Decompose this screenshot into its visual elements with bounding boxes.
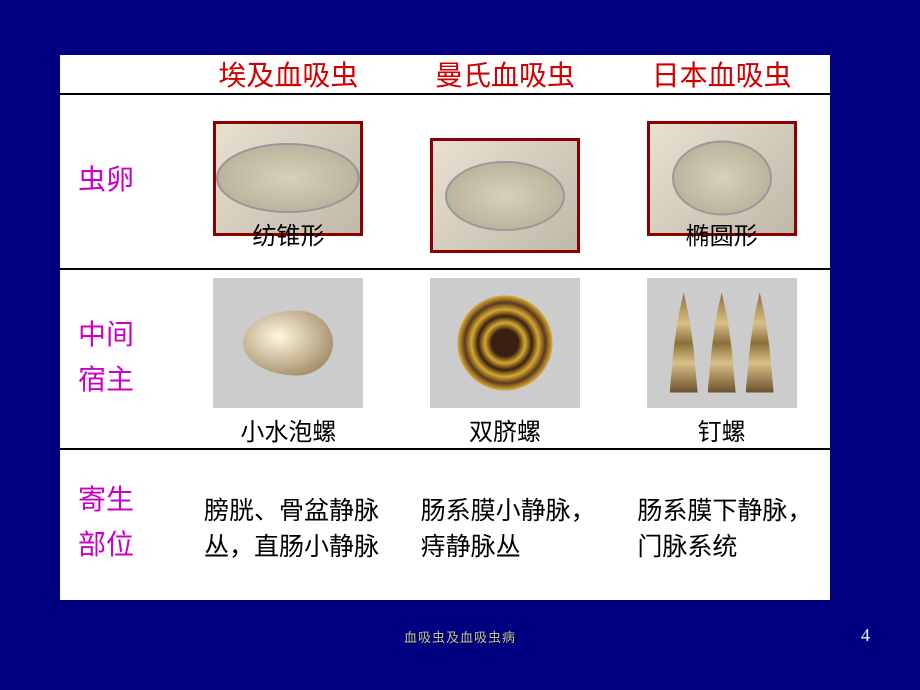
host-cell-3: 钉螺 <box>613 270 830 448</box>
col-header-1: 埃及血吸虫 <box>180 54 397 94</box>
site-text-2: 肠系膜小静脉，痔静脉丛 <box>417 482 614 567</box>
host-caption-3: 钉螺 <box>698 412 746 447</box>
host-image-oncomelania <box>647 278 797 408</box>
site-text-3: 肠系膜下静脉，门脉系统 <box>633 482 830 567</box>
sites-label: 寄生 部位 <box>60 450 180 598</box>
snail-icon <box>243 310 333 375</box>
egg-shape-icon <box>216 143 360 213</box>
snail-icon <box>746 293 774 393</box>
sites-label-line1: 寄生 <box>78 479 180 524</box>
col-header-3: 日本血吸虫 <box>613 54 830 94</box>
eggs-row: 虫卵 纺锥形 椭圆形 <box>60 95 830 270</box>
snail-icon <box>458 295 553 390</box>
host-caption-2: 双脐螺 <box>469 412 541 447</box>
egg-shape-icon <box>445 161 565 231</box>
host-cell-2: 双脐螺 <box>397 270 614 448</box>
col-header-2: 曼氏血吸虫 <box>397 54 614 94</box>
site-cell-3: 肠系膜下静脉，门脉系统 <box>613 450 830 598</box>
egg-shape-icon <box>672 141 772 216</box>
page-number: 4 <box>861 625 870 646</box>
snail-icon <box>670 293 698 393</box>
egg-image-mansoni <box>430 138 580 253</box>
eggs-label: 虫卵 <box>60 95 180 268</box>
host-image-biomphalaria <box>430 278 580 408</box>
hosts-label-line2: 宿主 <box>78 359 180 404</box>
egg-cell-2 <box>397 95 614 268</box>
site-text-1: 膀胱、骨盆静脉丛，直肠小静脉 <box>200 482 397 567</box>
site-cell-2: 肠系膜小静脉，痔静脉丛 <box>397 450 614 598</box>
egg-caption-3: 椭圆形 <box>686 216 758 251</box>
site-cell-1: 膀胱、骨盆静脉丛，直肠小静脉 <box>180 450 397 598</box>
egg-cell-1: 纺锥形 <box>180 95 397 268</box>
egg-cell-3: 椭圆形 <box>613 95 830 268</box>
eggs-label-text: 虫卵 <box>78 159 180 204</box>
hosts-label-line1: 中间 <box>78 314 180 359</box>
egg-caption-1: 纺锥形 <box>252 216 324 251</box>
header-text-2: 曼氏血吸虫 <box>435 54 575 94</box>
sites-row: 寄生 部位 膀胱、骨盆静脉丛，直肠小静脉 肠系膜小静脉，痔静脉丛 肠系膜下静脉，… <box>60 450 830 598</box>
host-caption-1: 小水泡螺 <box>240 412 336 447</box>
header-text-3: 日本血吸虫 <box>652 54 792 94</box>
sites-label-line2: 部位 <box>78 524 180 569</box>
footer-title: 血吸虫及血吸虫病 <box>0 627 920 646</box>
hosts-label: 中间 宿主 <box>60 270 180 448</box>
host-cell-1: 小水泡螺 <box>180 270 397 448</box>
header-text-1: 埃及血吸虫 <box>218 54 358 94</box>
header-row: 埃及血吸虫 曼氏血吸虫 日本血吸虫 <box>60 55 830 95</box>
hosts-row: 中间 宿主 小水泡螺 双脐螺 钉螺 <box>60 270 830 450</box>
comparison-table: 埃及血吸虫 曼氏血吸虫 日本血吸虫 虫卵 纺锥形 <box>60 55 830 600</box>
table-wrap: 埃及血吸虫 曼氏血吸虫 日本血吸虫 虫卵 纺锥形 <box>60 55 830 600</box>
snail-icon <box>708 293 736 393</box>
host-image-bulinus <box>213 278 363 408</box>
